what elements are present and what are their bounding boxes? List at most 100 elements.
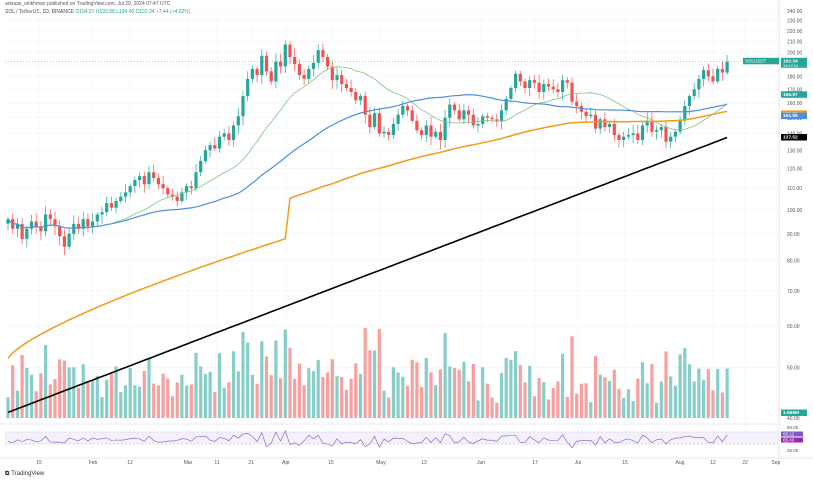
volume-bar (156, 385, 160, 418)
candle-body (114, 200, 118, 208)
volume-bar (91, 380, 95, 418)
published-line: arinaas_shikhman published on TradingVie… (5, 1, 171, 7)
candle-body (269, 71, 273, 82)
rsi-value-tag (781, 437, 803, 443)
y-tick-label: 220.00 (787, 29, 803, 35)
candle-body (349, 87, 353, 93)
price-tag (781, 91, 807, 98)
x-tick-label: 22 (742, 460, 748, 466)
volume-bar (269, 375, 273, 418)
candle-body (152, 172, 156, 179)
volume-bar (161, 373, 165, 418)
candle-body (166, 188, 170, 195)
symbol-tag (743, 57, 779, 65)
tradingview-logo[interactable]: ⧉ TradingView (5, 471, 44, 478)
candle-body (217, 136, 222, 149)
candle-body (391, 123, 395, 136)
candle-body (241, 96, 245, 117)
volume-bar (232, 351, 236, 418)
volume-bar (697, 368, 701, 418)
volume-bar (274, 340, 278, 418)
volume-bar (664, 351, 668, 418)
volume-bar (669, 376, 673, 418)
price-tag-countdown: 16:12:51 (783, 63, 799, 68)
volume-bar (227, 382, 231, 418)
candle-body (15, 223, 19, 229)
candle-body (250, 68, 254, 79)
candle-body (509, 87, 513, 99)
candle-body (373, 113, 377, 128)
volume-bar (138, 386, 142, 418)
volume-bar (495, 402, 499, 418)
candle-body (48, 214, 52, 220)
candle-body (382, 131, 386, 134)
volume-bar (546, 399, 551, 418)
moving-averages (7, 66, 728, 414)
candle-body (29, 221, 34, 229)
volume-bar (147, 357, 151, 418)
y-tick-label: 50.00 (787, 365, 800, 371)
volume-bar (199, 366, 203, 418)
volume-bar (255, 383, 259, 418)
candle-body (227, 133, 231, 141)
volume-bar (650, 364, 654, 418)
candle-body (490, 117, 494, 120)
candle-body (518, 73, 522, 82)
candle-body (175, 196, 179, 201)
volume-bar (100, 397, 104, 418)
candle-body (44, 214, 48, 232)
y-tick-label: 130.00 (787, 148, 803, 154)
candle-body (335, 75, 339, 81)
volume-bar (537, 378, 541, 418)
candle-body (170, 194, 175, 197)
volume-bar (44, 345, 48, 418)
candle-body (161, 184, 165, 189)
ohlc-low: L184.40 (116, 9, 135, 15)
volume-bar (504, 358, 508, 418)
volume-bar (72, 367, 76, 418)
rsi-value-label: 68.12 (783, 432, 795, 437)
candle-body (523, 81, 527, 88)
volume-bar (58, 359, 62, 418)
candle-body (377, 113, 381, 134)
symbol-label[interactable]: SOL / TetherUS, 1D, BINANCE (5, 9, 74, 15)
volume-bar (424, 357, 428, 418)
rsi-tick-label: 80.00 (787, 425, 799, 430)
volume-bar (434, 385, 438, 418)
candle-body (293, 57, 297, 65)
candle-body (297, 64, 301, 76)
volume-bar (593, 356, 598, 418)
volume-bar (499, 372, 504, 418)
volume-bar (330, 359, 334, 418)
ohlc-change: +7.44 (+4.02%) (155, 9, 191, 15)
candle-body (655, 130, 659, 132)
volume-bar (236, 371, 240, 418)
rsi-band (5, 432, 778, 444)
volume-bar (208, 371, 212, 418)
volume-bar (579, 383, 583, 418)
price-tag-value: 1.556M (783, 410, 799, 416)
ma-200-line (7, 136, 728, 414)
candle-body (443, 117, 447, 141)
candle-body (25, 228, 29, 239)
volume-bar (636, 378, 640, 418)
volume-bar (589, 401, 593, 418)
price-tag-value: 137.52 (783, 134, 798, 140)
candle-body (236, 116, 240, 126)
candle-body (697, 78, 701, 90)
candle-body (311, 62, 316, 69)
volume-bar (655, 402, 659, 418)
volume-bar (485, 383, 489, 418)
logo-text: TradingView (11, 471, 45, 477)
ma-50-line (7, 94, 728, 229)
ohlc-open: O184.91 (75, 9, 95, 15)
volume-bar (603, 377, 607, 418)
volume-bar (612, 369, 616, 418)
candle-body (203, 150, 207, 162)
volume-bar (119, 392, 123, 418)
candle-body (669, 136, 673, 142)
candle-body (34, 221, 38, 227)
candle-body (565, 80, 569, 83)
volume-bar (293, 378, 297, 418)
